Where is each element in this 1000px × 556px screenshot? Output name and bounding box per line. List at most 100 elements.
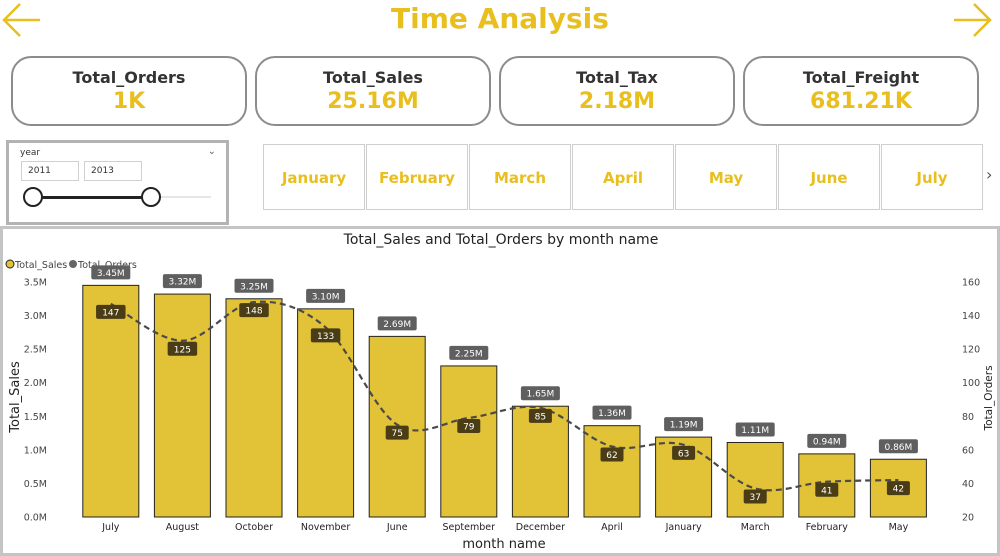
data-label-sales: 1.36M xyxy=(598,409,626,419)
bar-total-sales xyxy=(511,405,569,518)
legend-label-total-sales[interactable]: Total_Sales xyxy=(14,260,67,271)
data-label-bg-orders xyxy=(385,425,409,440)
data-label-sales: 2.69M xyxy=(383,320,411,330)
kpi-label: Total_Orders xyxy=(72,68,186,87)
month-tile-february[interactable]: February xyxy=(366,144,468,210)
kpi-card-total-sales: Total_Sales 25.16M xyxy=(255,56,491,126)
month-tile-march[interactable]: March xyxy=(469,144,571,210)
y-tick-label: 0.0M xyxy=(24,513,47,524)
year-slicer: year ⌄ 2011 2013 xyxy=(6,140,229,225)
x-tick-label: July xyxy=(101,522,119,533)
data-label-bg-orders xyxy=(600,447,624,462)
data-label-orders: 133 xyxy=(317,332,334,342)
x-tick-label: October xyxy=(235,522,273,533)
data-label-orders: 37 xyxy=(749,493,760,503)
arrow-right-icon[interactable] xyxy=(950,0,994,40)
slider-handle-start[interactable] xyxy=(23,187,43,207)
kpi-card-total-tax: Total_Tax 2.18M xyxy=(499,56,735,126)
y2-tick-label: 40 xyxy=(962,479,974,490)
x-tick-label: April xyxy=(601,522,623,533)
y2-tick-label: 100 xyxy=(962,378,980,389)
data-label-bg-sales xyxy=(520,386,560,401)
y2-tick-label: 140 xyxy=(962,311,980,322)
combo-chart: Total_Sales and Total_Orders by month na… xyxy=(0,226,1000,556)
data-label-bg-sales xyxy=(162,274,202,289)
x-tick-label: May xyxy=(889,522,909,533)
bar-total-sales xyxy=(82,284,140,518)
data-label-orders: 63 xyxy=(678,449,689,459)
month-tile-january[interactable]: January xyxy=(263,144,365,210)
data-label-sales: 1.65M xyxy=(526,390,554,400)
y-tick-label: 1.5M xyxy=(24,412,47,423)
month-tile-july[interactable]: July xyxy=(881,144,983,210)
data-label-orders: 75 xyxy=(391,429,402,439)
data-label-bg-orders xyxy=(528,408,552,423)
data-label-bg-sales xyxy=(234,278,274,293)
data-label-bg-orders xyxy=(743,489,767,504)
legend-marker-total-orders xyxy=(69,260,77,268)
kpi-value: 1K xyxy=(112,89,146,114)
kpi-value: 2.18M xyxy=(578,89,656,114)
data-label-sales: 2.25M xyxy=(455,349,483,359)
bar-total-sales xyxy=(153,293,211,518)
kpi-card-total-orders: Total_Orders 1K xyxy=(11,56,247,126)
y2-tick-label: 80 xyxy=(962,412,974,423)
x-tick-label: November xyxy=(301,522,351,533)
data-label-sales: 0.86M xyxy=(884,443,912,453)
data-label-sales: 3.25M xyxy=(240,282,268,292)
year-end-input[interactable]: 2013 xyxy=(84,161,142,181)
chart-svg: Total_Sales and Total_Orders by month na… xyxy=(5,232,995,552)
year-start-input[interactable]: 2011 xyxy=(21,161,79,181)
bar-total-sales xyxy=(297,308,355,518)
bar-total-sales xyxy=(583,425,641,518)
chevron-down-icon[interactable]: ⌄ xyxy=(207,146,216,157)
page-title: Time Analysis xyxy=(391,2,609,35)
data-label-bg-orders xyxy=(886,481,910,496)
slider-handle-end[interactable] xyxy=(141,187,161,207)
slicer-title: year xyxy=(20,148,41,158)
bar-total-sales xyxy=(440,365,498,518)
y-tick-label: 3.5M xyxy=(24,278,47,289)
data-label-sales: 1.19M xyxy=(670,421,698,431)
y-tick-label: 3.0M xyxy=(24,311,47,322)
data-label-bg-orders xyxy=(167,341,198,356)
y-tick-label: 2.5M xyxy=(24,345,47,356)
data-label-orders: 62 xyxy=(606,451,617,461)
data-label-orders: 148 xyxy=(245,307,262,317)
data-label-bg-sales xyxy=(592,405,632,420)
month-tile-june[interactable]: June xyxy=(778,144,880,210)
kpi-label: Total_Freight xyxy=(802,68,920,87)
month-tile-april[interactable]: April xyxy=(572,144,674,210)
y-axis-title: Total_Sales xyxy=(8,361,23,434)
y-tick-label: 2.0M xyxy=(24,378,47,389)
kpi-card-total-freight: Total_Freight 681.21K xyxy=(743,56,979,126)
chart-title: Total_Sales and Total_Orders by month na… xyxy=(343,232,659,248)
data-label-sales: 0.94M xyxy=(813,437,841,447)
y2-tick-label: 20 xyxy=(962,513,974,524)
month-tile-may[interactable]: May xyxy=(675,144,777,210)
arrow-left-icon[interactable] xyxy=(0,0,44,40)
y-tick-label: 1.0M xyxy=(24,445,47,456)
x-tick-label: August xyxy=(166,522,200,533)
data-label-orders: 147 xyxy=(102,308,119,318)
data-label-sales: 3.10M xyxy=(312,292,340,302)
kpi-value: 681.21K xyxy=(810,89,912,114)
kpi-label: Total_Sales xyxy=(323,68,423,87)
chevron-right-icon[interactable]: › xyxy=(986,165,993,184)
x-tick-label: January xyxy=(665,522,702,533)
data-label-bg-orders xyxy=(239,303,269,318)
data-label-orders: 125 xyxy=(174,345,191,355)
data-label-orders: 42 xyxy=(893,485,904,495)
data-label-bg-sales xyxy=(878,439,918,454)
y2-tick-label: 60 xyxy=(962,445,974,456)
data-label-bg-sales xyxy=(306,288,346,303)
bar-total-sales xyxy=(225,298,283,518)
y2-tick-label: 160 xyxy=(962,278,980,289)
data-label-bg-orders xyxy=(96,304,126,319)
data-label-orders: 85 xyxy=(535,412,546,422)
kpi-value: 25.16M xyxy=(327,89,419,114)
data-label-orders: 41 xyxy=(821,486,832,496)
kpi-label: Total_Tax xyxy=(576,68,658,87)
data-label-bg-sales xyxy=(664,417,704,432)
